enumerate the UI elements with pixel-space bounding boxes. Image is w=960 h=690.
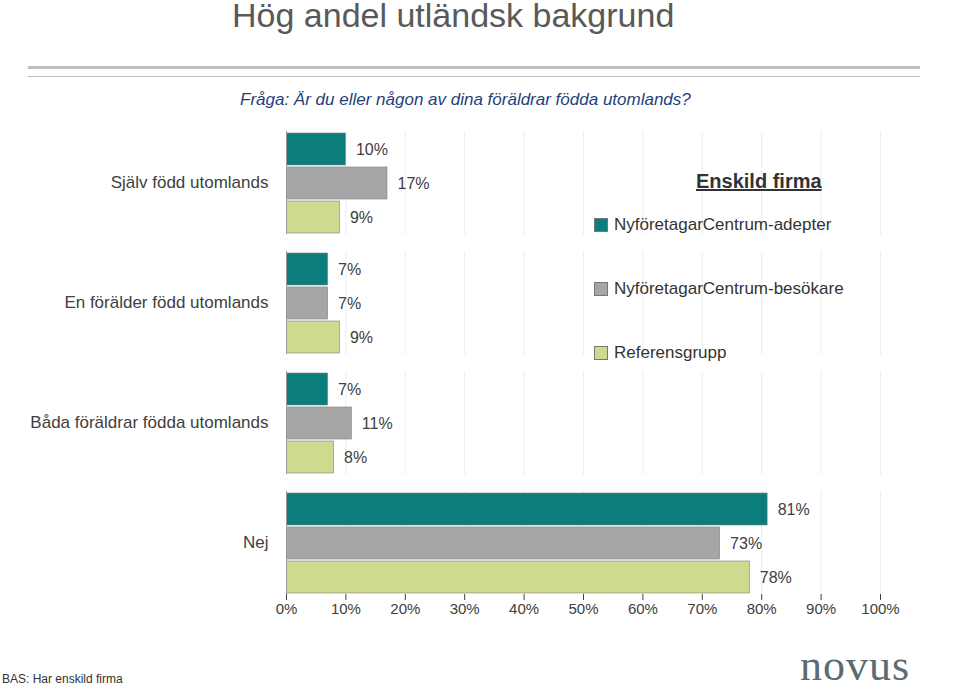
html-text:novus: novus bbox=[800, 641, 911, 690]
svg-text:100%: 100% bbox=[861, 600, 899, 617]
html-text:NyföretagarCentrum-besökare: NyföretagarCentrum-besökare bbox=[614, 279, 844, 298]
svg-text:9%: 9% bbox=[350, 209, 373, 226]
svg-text:10%: 10% bbox=[331, 600, 361, 617]
svg-text:Själv född utomlands: Själv född utomlands bbox=[111, 173, 269, 192]
svg-text:40%: 40% bbox=[509, 600, 539, 617]
svg-text:90%: 90% bbox=[806, 600, 836, 617]
html-text:Referensgrupp: Referensgrupp bbox=[614, 343, 727, 362]
svg-text:8%: 8% bbox=[344, 449, 367, 466]
svg-text:Båda föräldrar födda utomlands: Båda föräldrar födda utomlands bbox=[30, 413, 268, 432]
svg-text:7%: 7% bbox=[338, 381, 361, 398]
svg-text:73%: 73% bbox=[730, 535, 762, 552]
svg-text:80%: 80% bbox=[747, 600, 777, 617]
svg-text:7%: 7% bbox=[338, 261, 361, 278]
html-text:NyföretagarCentrum-adepter: NyföretagarCentrum-adepter bbox=[614, 215, 832, 234]
svg-text:7%: 7% bbox=[338, 295, 361, 312]
svg-text:0%: 0% bbox=[276, 600, 298, 617]
svg-text:78%: 78% bbox=[760, 569, 792, 586]
svg-text:17%: 17% bbox=[397, 175, 429, 192]
svg-text:30%: 30% bbox=[450, 600, 480, 617]
svg-text:60%: 60% bbox=[628, 600, 658, 617]
svg-text:9%: 9% bbox=[350, 329, 373, 346]
svg-text:81%: 81% bbox=[778, 501, 810, 518]
svg-text:Nej: Nej bbox=[243, 533, 269, 552]
svg-text:11%: 11% bbox=[362, 415, 393, 432]
svg-text:50%: 50% bbox=[568, 600, 598, 617]
svg-text:20%: 20% bbox=[390, 600, 420, 617]
html-text:Enskild firma: Enskild firma bbox=[696, 170, 822, 192]
svg-text:En förälder född utomlands: En förälder född utomlands bbox=[64, 293, 268, 312]
svg-text:70%: 70% bbox=[687, 600, 717, 617]
html-text:BAS: Har enskild firma: BAS: Har enskild firma bbox=[2, 672, 123, 686]
svg-text:10%: 10% bbox=[356, 141, 388, 158]
html-text:Fråga: Är du eller någon av di: Fråga: Är du eller någon av dina föräldr… bbox=[240, 90, 691, 109]
